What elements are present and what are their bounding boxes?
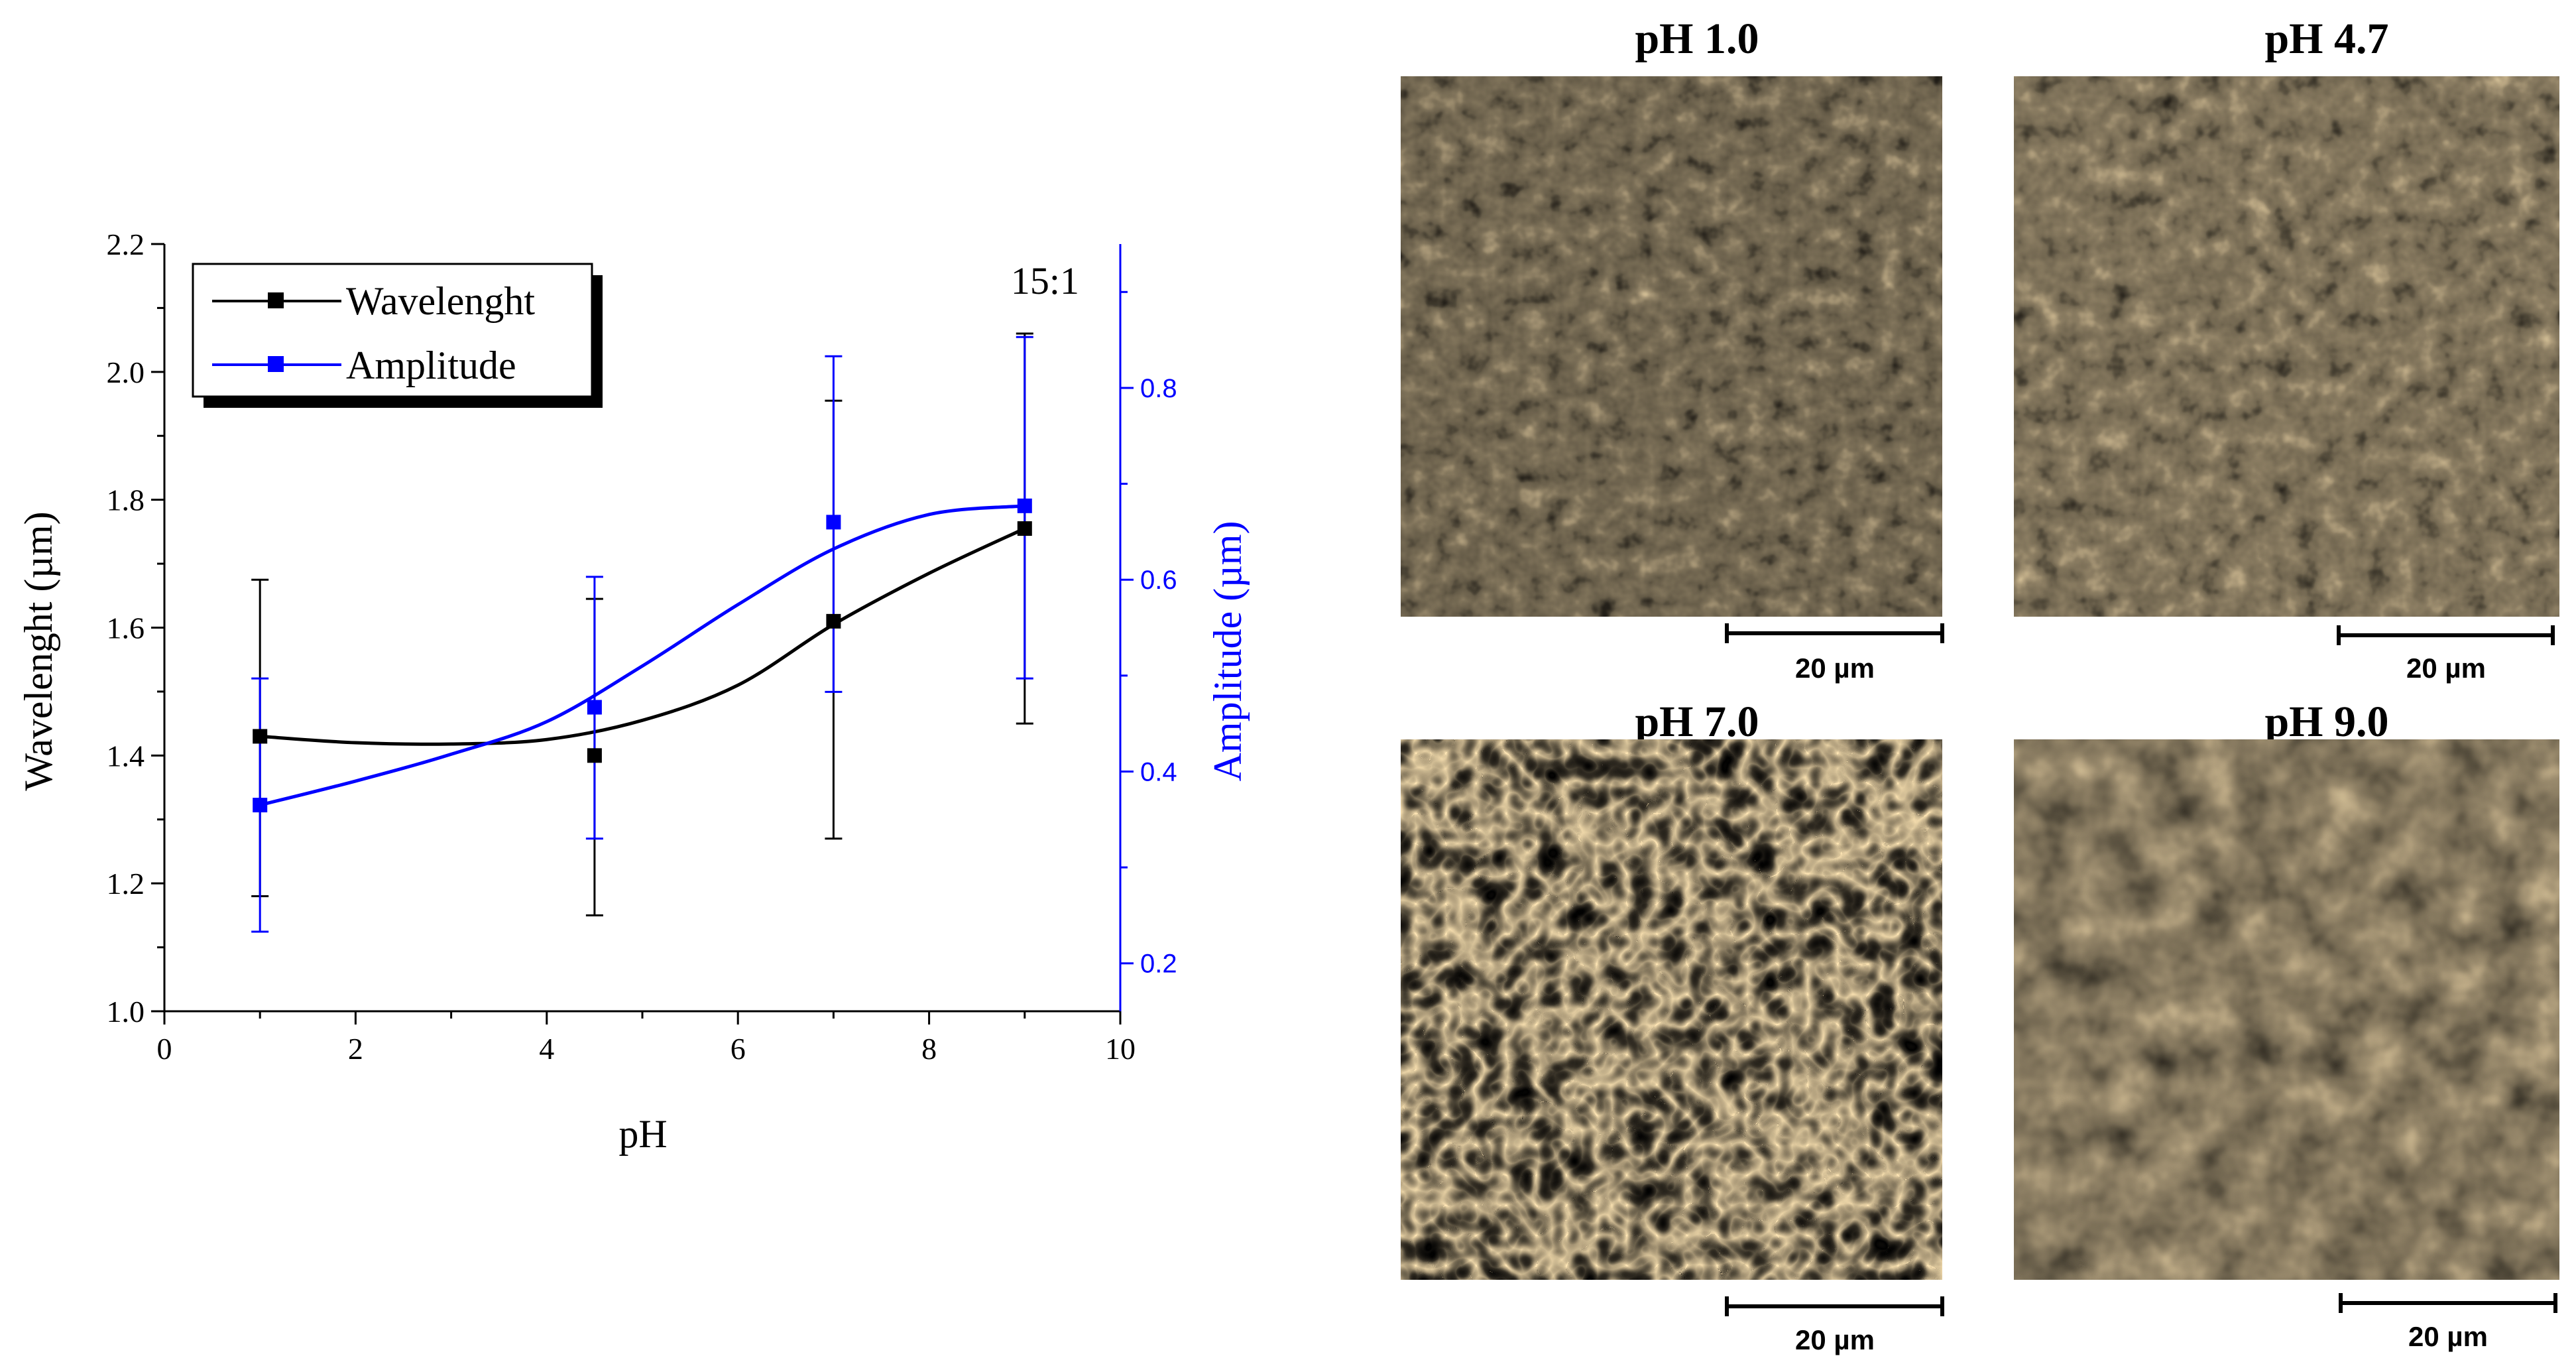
scale-bar-label: 20 µm <box>2408 1321 2488 1352</box>
data-point-amplitude <box>587 700 602 715</box>
fit-curves <box>259 504 1025 807</box>
afm-panel-ph-7: pH 7.0 20 µm <box>1401 698 1944 1355</box>
fit-curve-wavelenght <box>260 527 1025 746</box>
legend-label-wavelength: Wavelenght <box>346 279 535 323</box>
afm-panel-ph-9: pH 9.0 20 µm <box>2014 698 2559 1352</box>
data-point-amplitude <box>253 798 268 813</box>
y-axis-title-right: Amplitude (µm) <box>1206 521 1250 782</box>
y-tick-label-left: 2.2 <box>107 227 145 261</box>
afm-texture <box>1401 739 1942 1280</box>
legend: Wavelenght Amplitude <box>192 263 603 408</box>
scale-bar <box>1725 623 1944 643</box>
x-tick-label: 0 <box>157 1032 172 1066</box>
x-tick-label: 4 <box>539 1032 554 1066</box>
legend-swatch-amplitude-marker <box>268 356 284 372</box>
data-point-wavelenght <box>826 613 841 629</box>
fit-curve-amplitude <box>259 504 1025 807</box>
y-tick-label-right: 0.2 <box>1140 950 1177 979</box>
x-tick-label: 10 <box>1105 1032 1136 1066</box>
scale-bar-label: 20 µm <box>2406 653 2486 684</box>
afm-texture <box>2014 76 2559 617</box>
scale-bar <box>2337 625 2555 645</box>
data-points <box>253 498 1032 813</box>
axis-ticks: 0 2 4 6 8 10 1.0 1.2 1.4 1.6 1.8 2.0 2.2 0.2 0.4 0.6 0.8 <box>107 227 1177 1066</box>
afm-panel-title: pH 9.0 <box>2264 698 2388 746</box>
y-tick-label-left: 1.0 <box>107 995 145 1028</box>
x-tick-label: 6 <box>731 1032 746 1066</box>
y-tick-label-right: 0.4 <box>1140 757 1177 786</box>
y-tick-label-right: 0.6 <box>1140 566 1177 595</box>
data-point-amplitude <box>1017 498 1032 513</box>
afm-panel-ph-4-7: pH 4.7 20 µm <box>2014 15 2559 684</box>
scale-bar-label: 20 µm <box>1795 653 1875 684</box>
y-tick-label-left: 2.0 <box>107 355 145 389</box>
y-tick-label-left: 1.6 <box>107 611 145 645</box>
afm-panel-title: pH 1.0 <box>1635 15 1759 63</box>
afm-texture <box>1401 76 1942 617</box>
data-point-wavelenght <box>587 748 602 763</box>
data-point-amplitude <box>826 515 841 530</box>
y-tick-label-left: 1.8 <box>107 483 145 517</box>
y-tick-label-left: 1.2 <box>107 867 145 901</box>
x-tick-label: 8 <box>921 1032 937 1066</box>
data-point-wavelenght <box>253 729 268 744</box>
error-bars <box>251 332 1033 933</box>
afm-panel-title: pH 7.0 <box>1635 698 1759 746</box>
legend-swatch-wavelength-marker <box>268 292 284 308</box>
y-axis-title-left: Wavelenght (µm) <box>17 511 60 790</box>
data-point-wavelenght <box>1017 521 1032 536</box>
scale-bar <box>2339 1293 2557 1313</box>
legend-label-amplitude: Amplitude <box>346 343 516 387</box>
y-tick-label-left: 1.4 <box>107 739 145 773</box>
afm-texture <box>2014 739 2559 1280</box>
y-tick-label-right: 0.8 <box>1140 374 1177 403</box>
afm-panel-ph-1: pH 1.0 20 µm <box>1401 15 1944 684</box>
afm-panel-title: pH 4.7 <box>2264 15 2388 63</box>
scale-bar-label: 20 µm <box>1795 1324 1875 1355</box>
legend-box <box>192 263 593 398</box>
x-tick-label: 2 <box>348 1032 363 1066</box>
scale-bar <box>1725 1296 1944 1316</box>
ratio-annotation: 15:1 <box>1011 259 1079 302</box>
chart: 0 2 4 6 8 10 1.0 1.2 1.4 1.6 1.8 2.0 2.2 0.2 0.4 0.6 0.8… <box>17 227 1250 1156</box>
x-axis-title: pH <box>618 1112 667 1156</box>
